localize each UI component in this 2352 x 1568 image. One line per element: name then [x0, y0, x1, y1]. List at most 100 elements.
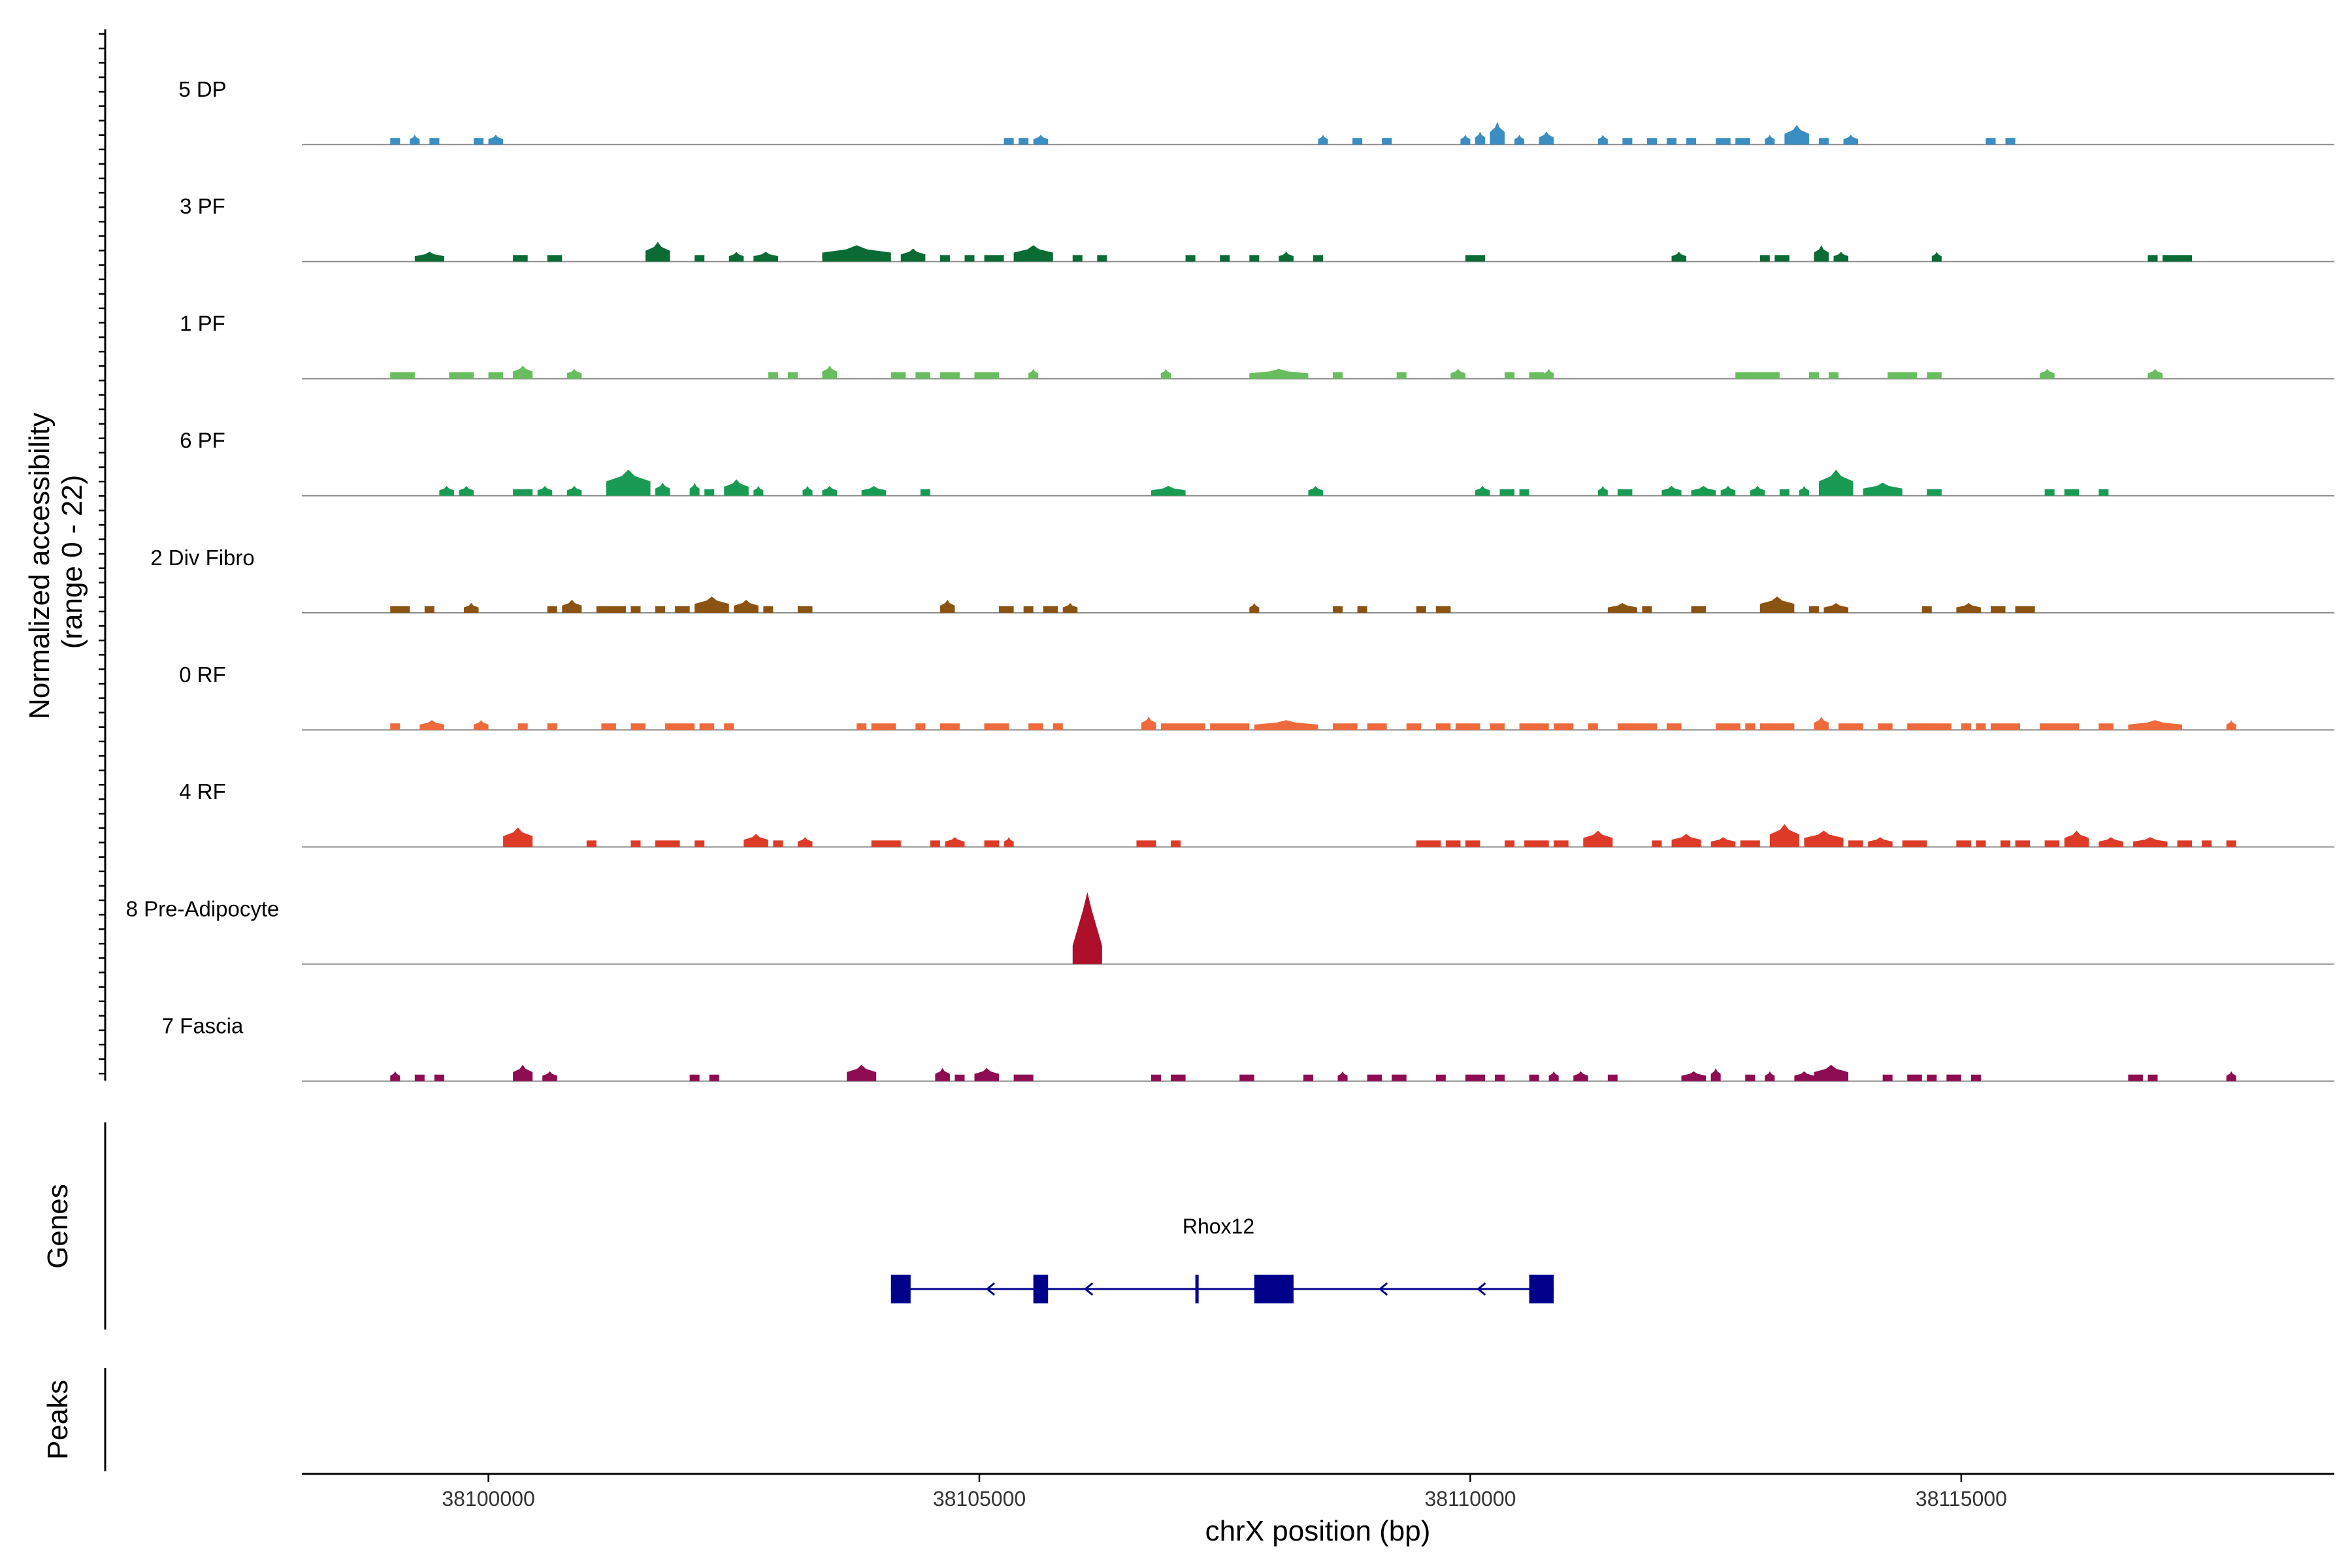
coverage-peak: [1499, 489, 1515, 496]
coverage-peak: [1136, 840, 1156, 847]
coverage-peak: [709, 1074, 719, 1081]
coverage-peak: [1352, 138, 1363, 145]
coverage-peak: [1970, 1074, 1981, 1081]
coverage-peak: [699, 723, 715, 730]
coverage-peak: [964, 255, 975, 262]
coverage-peak: [763, 606, 774, 613]
coverage-peak: [1745, 1074, 1756, 1081]
coverage-peak: [2001, 840, 2011, 847]
coverage-peak: [1004, 837, 1014, 847]
coverage-peak: [655, 482, 670, 496]
coverage-peak: [724, 723, 734, 730]
coverage-peak: [1445, 840, 1461, 847]
coverage-peak: [1735, 372, 1780, 379]
coverage-peak: [537, 485, 553, 496]
coverage-peak: [999, 606, 1014, 613]
coverage-peak: [1279, 252, 1294, 262]
x-axis-title: chrX position (bp): [1205, 1515, 1431, 1547]
coverage-peak: [871, 723, 896, 730]
coverage-peak: [2128, 720, 2183, 730]
coverage-peak: [1475, 131, 1485, 145]
gene-exon: [890, 1275, 911, 1303]
coverage-peak: [900, 248, 926, 262]
coverage-peak: [1607, 603, 1637, 613]
coverage-peak: [861, 485, 887, 496]
coverage-peak: [1814, 245, 1829, 262]
peaks-axis-label: Peaks: [42, 1380, 74, 1460]
coverage-peak: [802, 485, 813, 496]
genes-axis-label: Genes: [42, 1184, 74, 1269]
coverage-peak: [2202, 840, 2212, 847]
coverage-peak: [1465, 1074, 1485, 1081]
track-label: 1 PF: [180, 311, 225, 335]
coverage-peak: [1667, 138, 1677, 145]
coverage-peak: [1588, 723, 1598, 730]
coverage-peak: [768, 372, 778, 379]
track-4: 6 PF: [180, 429, 2334, 497]
coverage-peak: [1931, 252, 1942, 262]
coverage-peak: [1171, 1074, 1186, 1081]
coverage-peak: [2064, 489, 2080, 496]
coverage-peak: [2044, 489, 2055, 496]
coverage-peak: [1745, 723, 1756, 730]
coverage-peak: [1062, 603, 1078, 613]
coverage-peak: [1976, 723, 1986, 730]
coverage-peak: [1740, 840, 1760, 847]
coverage-peak: [974, 372, 1000, 379]
y-axis-title: Normalized accessibility (range 0 - 22): [24, 404, 88, 719]
coverage-peak: [1868, 837, 1893, 847]
coverage-peak: [1004, 138, 1014, 145]
coverage-peak: [1554, 723, 1574, 730]
coverage-peak: [1151, 485, 1186, 496]
coverage-peak: [645, 242, 670, 262]
coverage-peak: [1185, 255, 1196, 262]
coverage-peak: [630, 723, 646, 730]
coverage-peak: [797, 606, 813, 613]
coverage-peak: [390, 1071, 400, 1081]
coverage-peak: [694, 596, 729, 613]
coverage-peak: [724, 479, 749, 496]
track-label: 6 PF: [180, 429, 225, 453]
coverage-peak: [689, 1074, 700, 1081]
x-tick-label: 38105000: [933, 1487, 1026, 1511]
coverage-peak: [1686, 138, 1697, 145]
coverage-peak: [2148, 1074, 2158, 1081]
coverage-peak: [1617, 489, 1633, 496]
coverage-peak: [1318, 135, 1328, 145]
coverage-peak: [601, 723, 616, 730]
coverage-peak: [1769, 824, 1799, 847]
coverage-peak: [1720, 485, 1736, 496]
coverage-peak: [1878, 723, 1893, 730]
coverage-peak: [2132, 837, 2168, 847]
coverage-peak: [1249, 255, 1260, 262]
coverage-peak: [2064, 830, 2089, 847]
coverage-peak: [1646, 138, 1657, 145]
coverage-peak: [655, 606, 666, 613]
coverage-peak: [488, 372, 504, 379]
coverage-peak: [1435, 1074, 1446, 1081]
coverage-peak: [1829, 372, 1839, 379]
coverage-peak: [1019, 138, 1029, 145]
x-tick-label: 38100000: [442, 1487, 534, 1511]
coverage-peak: [1814, 717, 1829, 730]
coverage-peak: [424, 606, 434, 613]
coverage-peak: [1308, 485, 1324, 496]
coverage-peak: [787, 372, 798, 379]
coverage-peak: [474, 720, 489, 730]
coverage-peak: [2226, 1071, 2236, 1081]
coverage-peak: [459, 485, 474, 496]
coverage-peak: [547, 723, 557, 730]
coverage-peak: [1907, 723, 1952, 730]
coverage-peak: [984, 840, 1000, 847]
coverage-peak: [1544, 368, 1554, 379]
track-9: 7 Fascia: [162, 1014, 2334, 1082]
coverage-peak: [1848, 840, 1863, 847]
coverage-peak: [586, 840, 596, 847]
coverage-peak: [1823, 603, 1849, 613]
coverage-peak: [513, 365, 533, 379]
coverage-peak: [945, 837, 965, 847]
coverage-peak: [1548, 1071, 1559, 1081]
strand-arrow: [1083, 1282, 1094, 1296]
coverage-peak: [655, 840, 680, 847]
gene-exon: [1195, 1275, 1199, 1303]
